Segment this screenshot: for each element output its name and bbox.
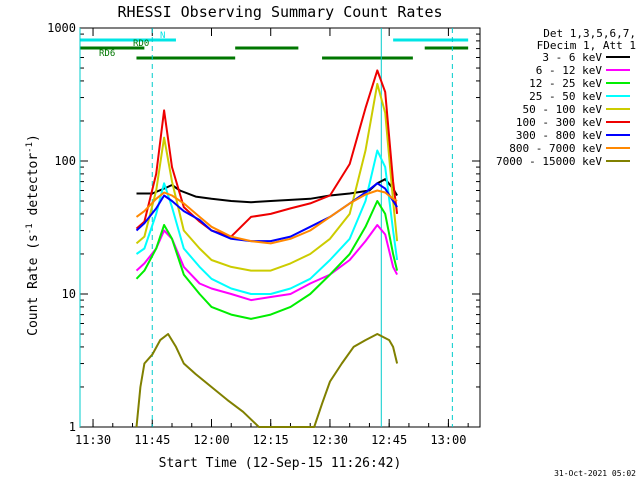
legend: Det 1,3,5,6,7,FDecim 1, Att 13 - 6 keV6 … bbox=[496, 27, 636, 168]
legend-entry: 25 - 50 keV bbox=[529, 90, 602, 103]
series-line bbox=[135, 182, 398, 243]
legend-entry: 100 - 300 keV bbox=[516, 116, 602, 129]
legend-entry: 50 - 100 keV bbox=[523, 103, 603, 116]
flag-label-n: N bbox=[160, 31, 165, 41]
x-tick-label: 12:15 bbox=[253, 433, 289, 447]
y-tick-label: 1 bbox=[69, 420, 76, 434]
y-tick-label: 1000 bbox=[47, 21, 76, 35]
series-line bbox=[135, 189, 398, 245]
flag-label-rd6: RD6 bbox=[99, 49, 115, 59]
x-tick-label: 12:00 bbox=[193, 433, 229, 447]
x-tick-label: 11:45 bbox=[134, 433, 170, 447]
legend-header: Det 1,3,5,6,7, bbox=[543, 27, 636, 40]
x-tick-label: 12:45 bbox=[371, 433, 407, 447]
y-tick-label: 10 bbox=[62, 287, 76, 301]
legend-entry: 300 - 800 keV bbox=[516, 129, 602, 142]
series-line bbox=[135, 69, 399, 238]
series-lines bbox=[135, 69, 399, 428]
y-axis-label-sup2: -1 bbox=[25, 142, 35, 153]
legend-entry: 6 - 12 keV bbox=[536, 64, 603, 77]
y-axis-label-sup: -1 bbox=[25, 223, 35, 234]
series-line bbox=[135, 333, 399, 428]
footer-timestamp: 31-Oct-2021 05:02 bbox=[554, 469, 636, 478]
y-axis-label-close: ) bbox=[26, 134, 41, 142]
x-tick-label: 11:30 bbox=[75, 433, 111, 447]
axis-ticks: 1 10 100 1000 11:30 11:45 12:00 12:15 12:30 12:45… bbox=[47, 21, 480, 447]
series-line bbox=[135, 224, 398, 302]
y-axis-label-tail: detector bbox=[26, 153, 41, 224]
series-line bbox=[135, 82, 399, 272]
x-tick-label: 13:00 bbox=[430, 433, 466, 447]
legend-entry: 7000 - 15000 keV bbox=[496, 155, 602, 168]
x-axis-label: Start Time (12-Sep-15 11:26:42) bbox=[159, 456, 402, 471]
flag-label-rd0: RD0 bbox=[133, 39, 149, 49]
flag-bars: N RD0 RD6 bbox=[80, 31, 469, 60]
chart-title: RHESSI Observing Summary Count Rates bbox=[117, 3, 442, 21]
y-tick-label: 100 bbox=[54, 154, 76, 168]
legend-entry: 800 - 7000 keV bbox=[509, 142, 602, 155]
series-line bbox=[135, 200, 399, 320]
y-axis-label-main: Count Rate (s bbox=[26, 234, 41, 336]
x-tick-label: 12:30 bbox=[312, 433, 348, 447]
legend-entry: 3 - 6 keV bbox=[542, 51, 602, 64]
legend-header: FDecim 1, Att 1 bbox=[537, 39, 636, 52]
legend-entry: 12 - 25 keV bbox=[529, 77, 602, 90]
y-axis-label: Count Rate (s-1 detector-1) bbox=[25, 134, 41, 336]
series-line bbox=[135, 149, 399, 295]
